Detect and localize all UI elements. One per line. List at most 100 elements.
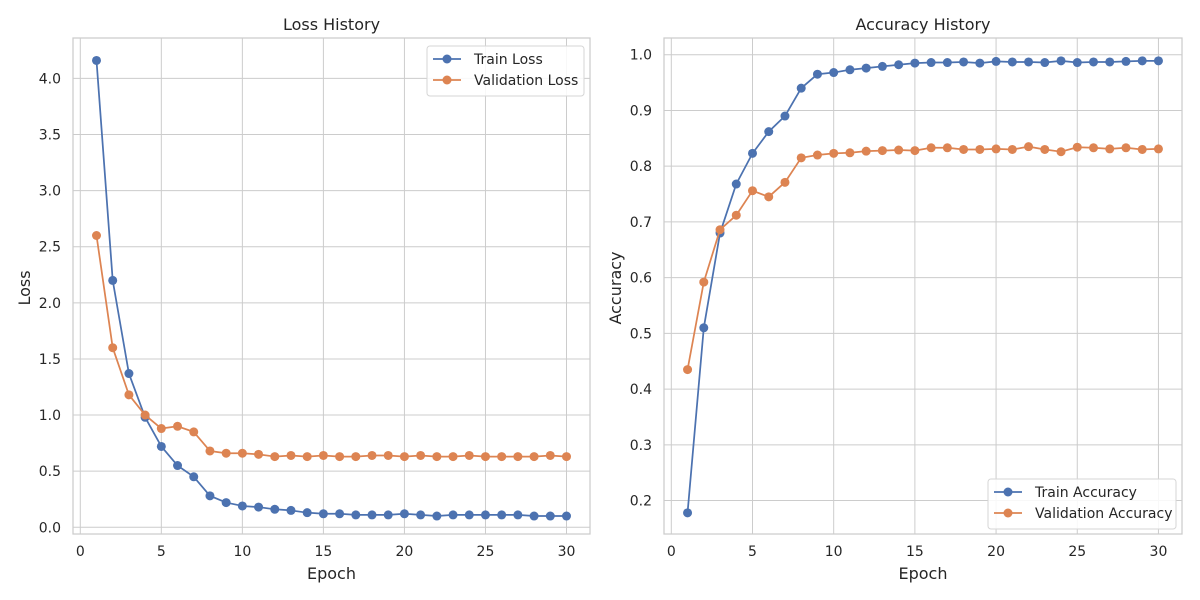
accuracy-y-tick-label: 0.8 — [630, 159, 652, 175]
data-point-train-loss — [367, 510, 377, 520]
data-point-validation-loss — [416, 450, 426, 460]
data-point-validation-accuracy — [747, 186, 757, 196]
data-point-train-loss — [432, 511, 442, 521]
loss-x-tick-label: 20 — [396, 544, 414, 560]
loss-legend: Train Loss Validation Loss — [426, 45, 585, 97]
series-validation-accuracy — [683, 142, 1163, 375]
data-point-validation-loss — [140, 410, 150, 420]
loss-y-tick-label: 1.0 — [39, 408, 61, 424]
data-point-validation-accuracy — [926, 143, 936, 153]
data-point-validation-loss — [399, 452, 409, 462]
data-point-train-loss — [270, 504, 280, 514]
data-point-train-loss — [189, 472, 199, 482]
data-point-train-accuracy — [894, 60, 904, 70]
legend-label-train-accuracy: Train Accuracy — [1034, 485, 1137, 501]
loss-y-axis-label: Loss — [15, 270, 34, 305]
data-point-validation-accuracy — [877, 146, 887, 156]
loss-y-tick-label: 2.5 — [39, 240, 61, 256]
data-point-validation-accuracy — [1056, 147, 1066, 157]
accuracy-history-panel: Accuracy History Epoch Accuracy 0 5 10 15 20… — [606, 15, 1183, 583]
legend-marker-train-accuracy — [1003, 487, 1013, 497]
accuracy-x-tick-label: 15 — [906, 544, 924, 560]
accuracy-x-tick-label: 25 — [1068, 544, 1086, 560]
loss-y-tick-label: 3.0 — [39, 184, 61, 200]
data-point-validation-accuracy — [731, 210, 741, 220]
data-point-validation-loss — [221, 448, 231, 458]
data-point-train-accuracy — [975, 58, 985, 68]
data-point-validation-accuracy — [845, 148, 855, 158]
data-point-validation-loss — [529, 452, 539, 462]
data-point-train-accuracy — [861, 63, 871, 73]
data-point-validation-accuracy — [683, 365, 693, 375]
accuracy-x-axis-label: Epoch — [899, 564, 948, 583]
data-point-validation-accuracy — [910, 146, 920, 156]
loss-x-tick-label: 5 — [157, 544, 166, 560]
data-point-train-loss — [254, 502, 264, 512]
data-point-train-accuracy — [991, 56, 1001, 66]
data-point-train-accuracy — [959, 57, 969, 67]
data-point-validation-accuracy — [894, 145, 904, 155]
data-point-train-loss — [464, 510, 474, 520]
data-point-validation-accuracy — [829, 148, 839, 158]
data-point-validation-loss — [448, 452, 458, 462]
legend-label-validation-loss: Validation Loss — [474, 73, 578, 89]
data-point-validation-loss — [270, 452, 280, 462]
loss-x-tick-label: 10 — [233, 544, 251, 560]
accuracy-y-tick-label: 0.4 — [630, 382, 652, 398]
data-point-validation-loss — [108, 343, 118, 353]
loss-legend-box — [426, 45, 585, 97]
data-point-train-accuracy — [683, 508, 693, 518]
legend-label-validation-accuracy: Validation Accuracy — [1035, 506, 1173, 522]
data-point-validation-loss — [513, 452, 523, 462]
data-point-validation-accuracy — [1153, 144, 1163, 154]
accuracy-x-tick-label: 0 — [667, 544, 676, 560]
data-point-validation-accuracy — [1024, 142, 1034, 152]
data-point-train-accuracy — [796, 83, 806, 93]
data-point-train-loss — [416, 510, 426, 520]
loss-history-panel: Loss History Epoch Loss 0 5 10 15 20 25 300.00… — [15, 15, 591, 583]
data-point-train-accuracy — [731, 179, 741, 189]
data-point-train-loss — [124, 369, 134, 379]
loss-plot-area — [73, 38, 590, 534]
legend-marker-train-loss — [442, 54, 452, 64]
data-point-validation-accuracy — [699, 277, 709, 287]
data-point-validation-accuracy — [861, 146, 871, 156]
data-point-validation-accuracy — [1137, 144, 1147, 154]
data-point-validation-loss — [432, 452, 442, 462]
data-point-train-accuracy — [1056, 56, 1066, 66]
data-point-validation-loss — [383, 450, 393, 460]
data-point-validation-loss — [254, 449, 264, 459]
accuracy-y-tick-label: 0.2 — [630, 494, 652, 510]
data-point-validation-loss — [286, 450, 296, 460]
loss-x-tick-label: 15 — [314, 544, 332, 560]
data-point-validation-loss — [335, 452, 345, 462]
data-point-train-loss — [221, 498, 231, 508]
data-point-train-loss — [480, 510, 490, 520]
loss-x-axis-label: Epoch — [307, 564, 356, 583]
data-point-train-accuracy — [1137, 56, 1147, 66]
accuracy-y-tick-label: 1.0 — [630, 48, 652, 64]
accuracy-plot-frame — [663, 37, 1183, 535]
data-point-train-loss — [529, 511, 539, 521]
data-point-validation-loss — [318, 450, 328, 460]
data-point-validation-accuracy — [796, 153, 806, 163]
data-point-train-loss — [562, 511, 571, 521]
data-point-train-loss — [497, 510, 507, 520]
data-point-validation-loss — [173, 421, 183, 431]
data-point-train-accuracy — [829, 68, 839, 78]
data-point-train-loss — [205, 491, 215, 501]
data-point-train-accuracy — [1007, 57, 1017, 67]
data-point-train-loss — [302, 508, 312, 518]
data-point-validation-accuracy — [764, 192, 774, 202]
accuracy-legend: Train Accuracy Validation Accuracy — [987, 478, 1177, 530]
data-point-validation-loss — [562, 452, 571, 462]
data-point-validation-loss — [189, 427, 199, 437]
loss-x-tick-label: 0 — [76, 544, 85, 560]
accuracy-x-tick-label: 5 — [748, 544, 757, 560]
data-point-validation-loss — [205, 446, 215, 456]
loss-y-tick-label: 0.5 — [39, 464, 61, 480]
loss-tick-labels: 0 5 10 15 20 25 30 0.0 0.5 1.0 1.5 2.0 2.5 3.0 3.5 4.0 — [39, 71, 576, 560]
accuracy-y-tick-label: 0.7 — [630, 215, 652, 231]
data-point-validation-loss — [367, 450, 377, 460]
data-point-train-accuracy — [1089, 57, 1099, 67]
